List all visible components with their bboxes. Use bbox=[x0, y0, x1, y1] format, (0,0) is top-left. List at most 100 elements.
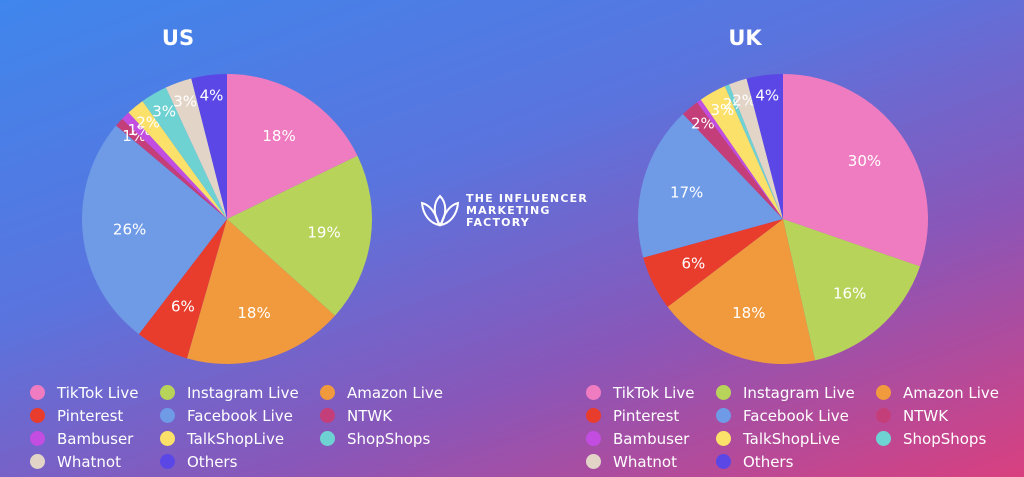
uk-slice-tiktok-live bbox=[783, 74, 928, 267]
legend-label: Facebook Live bbox=[187, 406, 293, 425]
us-slice-bambuser bbox=[122, 112, 227, 219]
legend-label: Amazon Live bbox=[903, 383, 1000, 402]
legend-row: TikTok Live Instagram Live Amazon Live bbox=[30, 381, 460, 404]
us-label-tiktok-live: 18% bbox=[262, 127, 295, 145]
legend-label: Pinterest bbox=[57, 406, 124, 425]
legend-label: TikTok Live bbox=[57, 383, 139, 402]
legend-label: TalkShopLive bbox=[743, 429, 841, 448]
legend-label: TalkShopLive bbox=[187, 429, 285, 448]
us-legend-item-amazon-live: Amazon Live bbox=[320, 384, 460, 402]
brand-line-2: MARKETING bbox=[466, 204, 551, 217]
uk-label-facebook-live: 17% bbox=[670, 183, 703, 201]
legend-swatch bbox=[716, 431, 731, 446]
us-slice-instagram-live bbox=[227, 155, 372, 316]
legend-label: Whatnot bbox=[57, 452, 121, 471]
us-legend-item-facebook-live: Facebook Live bbox=[160, 407, 320, 425]
us-slice-shopshops bbox=[142, 87, 227, 219]
legend-swatch bbox=[30, 431, 45, 446]
legend-label: Bambuser bbox=[613, 429, 690, 448]
uk-slice-others bbox=[746, 74, 783, 219]
legend-row: Whatnot Others bbox=[30, 450, 460, 473]
legend-swatch bbox=[160, 431, 175, 446]
brand-logo: THE INFLUENCER MARKETING FACTORY bbox=[418, 193, 588, 229]
legend-label: Amazon Live bbox=[347, 383, 444, 402]
us-pie-chart: 18%19%18%6%26%1%1%2%3%3% 4% bbox=[81, 74, 372, 365]
uk-label-whatnot: 2% bbox=[732, 92, 756, 110]
legend-label: Whatnot bbox=[613, 452, 677, 471]
us-slice-facebook-live bbox=[81, 125, 227, 335]
legend-row: Pinterest Facebook Live NTWK bbox=[30, 404, 460, 427]
legend-label: Facebook Live bbox=[743, 406, 849, 425]
uk-legend-item-talkshoplive: TalkShopLive bbox=[716, 430, 876, 448]
legend-swatch bbox=[716, 385, 731, 400]
uk-legend-item-ntwk: NTWK bbox=[876, 407, 1016, 425]
uk-legend-item-facebook-live: Facebook Live bbox=[716, 407, 876, 425]
uk-slice-ntwk bbox=[682, 102, 783, 219]
uk-chart-title: UK bbox=[728, 26, 762, 50]
us-chart-title: US bbox=[161, 26, 195, 50]
us-slice-amazon-live bbox=[186, 219, 335, 365]
uk-legend-item-shopshops: ShopShops bbox=[876, 430, 1016, 448]
uk-slice-amazon-live bbox=[667, 219, 815, 364]
uk-label-instagram-live: 16% bbox=[833, 285, 866, 303]
legend-row: Bambuser TalkShopLive ShopShops bbox=[586, 427, 1016, 450]
uk-legend-item-amazon-live: Amazon Live bbox=[876, 384, 1016, 402]
uk-slice-facebook-live bbox=[638, 114, 783, 258]
legend-label: ShopShops bbox=[347, 429, 431, 448]
legend-swatch bbox=[30, 385, 45, 400]
legend-row: Bambuser TalkShopLive ShopShops bbox=[30, 427, 460, 450]
legend-swatch bbox=[716, 454, 731, 469]
legend-swatch bbox=[160, 385, 175, 400]
legend-label: TikTok Live bbox=[613, 383, 695, 402]
uk-slice-instagram-live bbox=[783, 219, 921, 361]
legend-row: TikTok Live Instagram Live Amazon Live bbox=[586, 381, 1016, 404]
legend-label: Instagram Live bbox=[743, 383, 855, 402]
us-legend-item-others: Others bbox=[160, 453, 320, 471]
legend-label: Bambuser bbox=[57, 429, 134, 448]
us-label-pinterest: 6% bbox=[171, 298, 195, 316]
uk-pie-chart: 30%16%18%6%17%2%3%2%2% 4% bbox=[638, 74, 928, 364]
legend-swatch bbox=[586, 454, 601, 469]
legend-swatch bbox=[586, 385, 601, 400]
legend-label: NTWK bbox=[903, 406, 949, 425]
uk-slice-shopshops bbox=[724, 84, 783, 219]
us-label-amazon-live: 18% bbox=[237, 304, 270, 322]
us-legend-item-whatnot: Whatnot bbox=[30, 453, 160, 471]
us-slice-pinterest bbox=[138, 219, 227, 359]
legend-swatch bbox=[160, 408, 175, 423]
uk-slice-pinterest bbox=[643, 219, 783, 307]
uk-legend: TikTok Live Instagram Live Amazon Live Pint… bbox=[586, 381, 1016, 473]
legend-swatch bbox=[320, 431, 335, 446]
us-legend-item-shopshops: ShopShops bbox=[320, 430, 460, 448]
lotus-icon bbox=[420, 194, 460, 227]
legend-swatch bbox=[320, 385, 335, 400]
uk-legend-item-whatnot: Whatnot bbox=[586, 453, 716, 471]
us-label-facebook-live: 26% bbox=[113, 221, 146, 239]
legend-row: Whatnot Others bbox=[586, 450, 1016, 473]
legend-swatch bbox=[716, 408, 731, 423]
legend-swatch bbox=[876, 431, 891, 446]
legend-swatch bbox=[30, 408, 45, 423]
legend-label: Others bbox=[743, 452, 794, 471]
uk-label-others: 4% bbox=[755, 86, 779, 104]
uk-label-talkshoplive: 3% bbox=[710, 101, 734, 119]
legend-swatch bbox=[876, 385, 891, 400]
uk-label-amazon-live: 18% bbox=[732, 304, 765, 322]
legend-row: Pinterest Facebook Live NTWK bbox=[586, 404, 1016, 427]
uk-legend-item-others: Others bbox=[716, 453, 876, 471]
uk-label-pinterest: 6% bbox=[682, 254, 706, 272]
us-legend-item-tiktok-live: TikTok Live bbox=[30, 384, 160, 402]
brand-line-1: THE INFLUENCER bbox=[466, 192, 588, 205]
legend-swatch bbox=[586, 431, 601, 446]
brand-name: THE INFLUENCER MARKETING FACTORY bbox=[466, 193, 588, 229]
legend-label: NTWK bbox=[347, 406, 393, 425]
us-slice-ntwk bbox=[116, 118, 227, 219]
us-label-others: 4% bbox=[200, 86, 224, 104]
us-label-instagram-live: 19% bbox=[307, 224, 340, 242]
legend-label: Instagram Live bbox=[187, 383, 299, 402]
uk-legend-item-pinterest: Pinterest bbox=[586, 407, 716, 425]
uk-label-ntwk: 2% bbox=[691, 114, 715, 132]
legend-swatch bbox=[160, 454, 175, 469]
legend-label: ShopShops bbox=[903, 429, 987, 448]
us-label-whatnot: 3% bbox=[173, 93, 197, 111]
